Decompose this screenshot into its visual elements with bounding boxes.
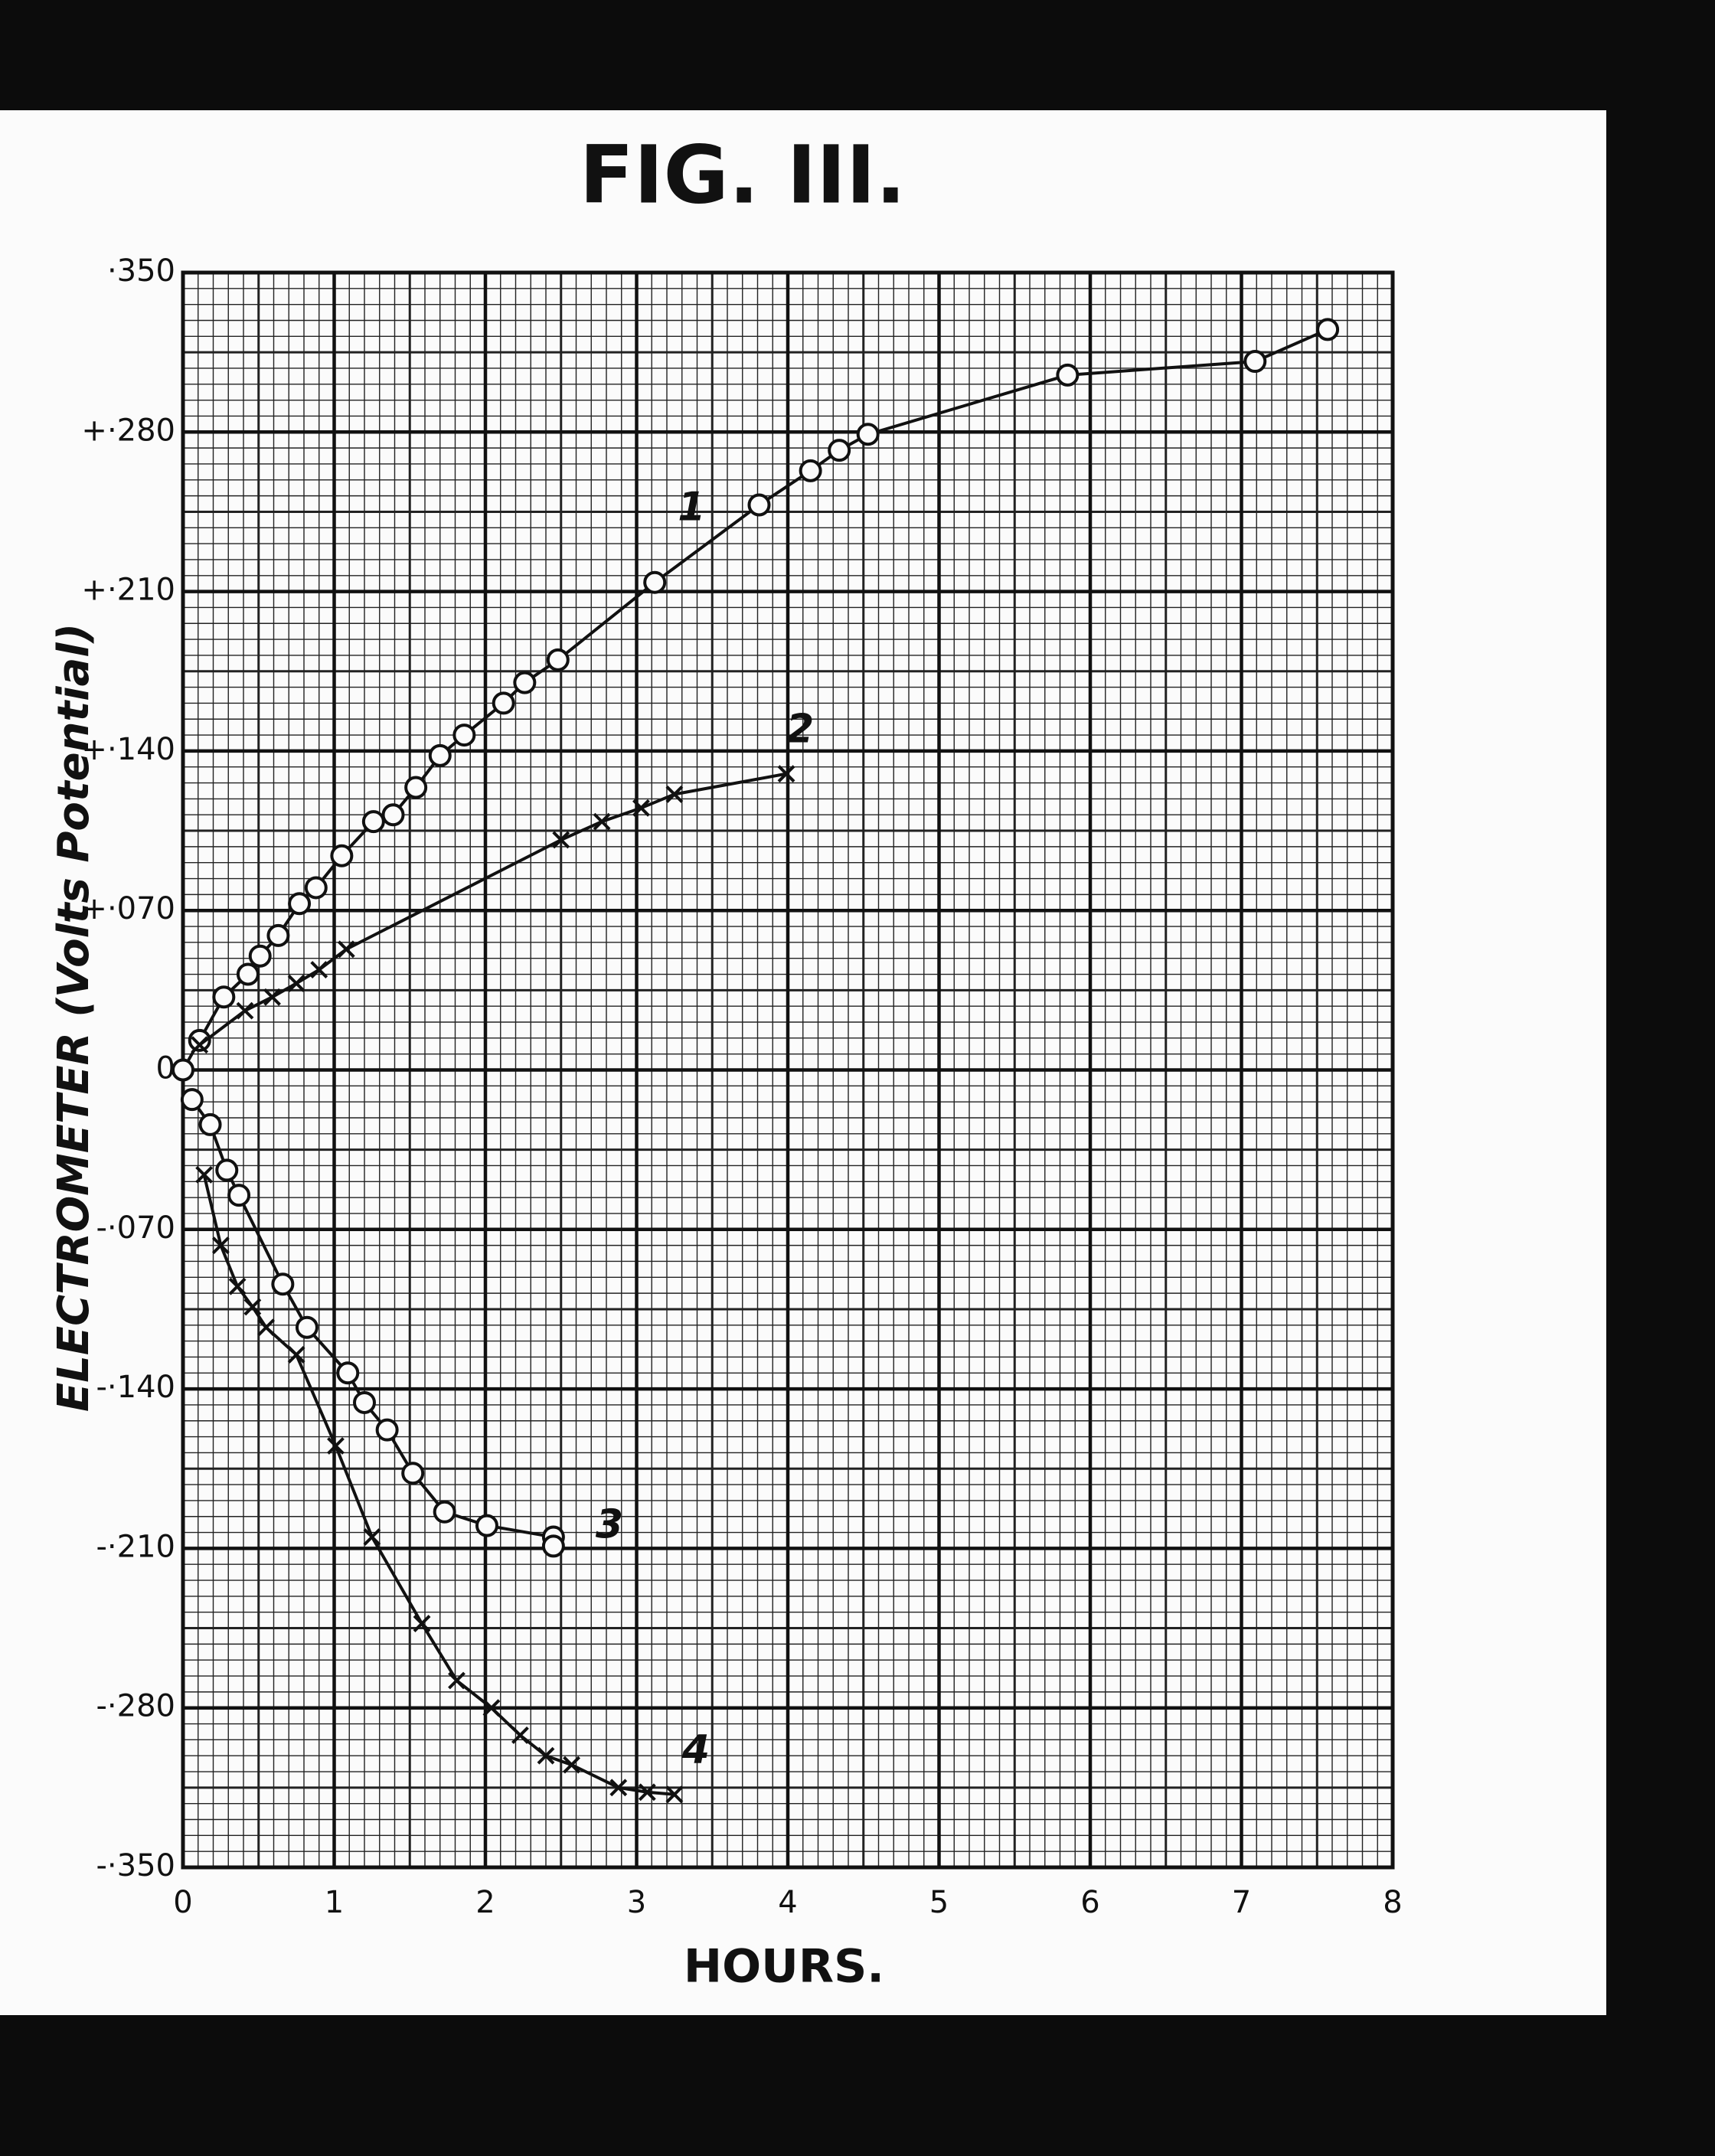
data-point <box>227 1184 251 1207</box>
y-tick-label: -·210 <box>96 1529 176 1564</box>
data-point <box>665 786 684 803</box>
data-point <box>638 1783 656 1802</box>
data-point <box>482 1699 501 1717</box>
data-point <box>381 803 405 827</box>
series-label: 3 <box>596 1501 623 1547</box>
x-tick-label: 0 <box>173 1885 192 1920</box>
data-point <box>236 1001 254 1020</box>
y-tick-label: +·140 <box>81 732 175 767</box>
data-point <box>747 493 771 517</box>
data-point <box>327 1437 345 1455</box>
data-point <box>191 1036 209 1054</box>
data-point <box>537 1746 555 1765</box>
y-axis-label: ELECTROMETER (Volts Potential) <box>49 623 99 1412</box>
data-point <box>172 1058 194 1082</box>
data-point <box>353 1390 376 1414</box>
data-point <box>336 1361 360 1385</box>
data-point <box>448 1671 466 1690</box>
data-point <box>643 570 667 594</box>
data-point <box>257 1318 276 1337</box>
data-point <box>552 831 570 849</box>
data-point <box>799 459 822 482</box>
data-point <box>330 844 354 867</box>
series-label: 1 <box>678 485 705 531</box>
y-tick-label: ·350 <box>107 253 175 289</box>
data-point <box>375 1418 399 1442</box>
y-tick-label: +·070 <box>81 891 175 926</box>
data-point <box>404 776 428 799</box>
x-tick-label: 3 <box>627 1885 646 1920</box>
data-point <box>413 1615 431 1633</box>
data-point <box>295 1315 318 1339</box>
data-point <box>310 961 328 978</box>
data-point <box>180 1088 204 1112</box>
data-point <box>511 1726 529 1744</box>
data-point <box>248 944 272 968</box>
data-point <box>215 1158 239 1182</box>
data-point <box>541 1534 565 1558</box>
data-point <box>236 962 260 986</box>
data-point <box>304 876 328 900</box>
data-point <box>665 1785 684 1804</box>
x-axis-label: HOURS. <box>684 1940 884 1994</box>
data-point <box>563 1756 580 1774</box>
data-point <box>228 1277 247 1295</box>
x-tick-label: 6 <box>1080 1885 1099 1920</box>
y-tick-label: -·140 <box>96 1370 176 1405</box>
data-point <box>828 439 851 462</box>
x-tick-label: 7 <box>1232 1885 1251 1920</box>
data-point <box>198 1112 222 1136</box>
data-point <box>401 1462 425 1485</box>
data-point <box>337 940 355 959</box>
data-point <box>271 1272 295 1296</box>
data-point <box>1316 318 1340 341</box>
chart-title: FIG. III. <box>580 128 906 221</box>
data-point <box>609 1779 628 1797</box>
data-point <box>288 892 312 916</box>
x-tick-label: 5 <box>929 1885 949 1920</box>
data-point <box>632 799 650 817</box>
data-point <box>266 923 290 947</box>
data-point <box>1056 363 1080 387</box>
y-tick-label: +·280 <box>81 413 175 448</box>
data-point <box>475 1514 498 1537</box>
y-tick-label: -·350 <box>96 1848 176 1883</box>
data-point <box>492 691 515 715</box>
data-point <box>546 648 570 671</box>
y-tick-label: +·210 <box>81 573 175 608</box>
data-point <box>195 1165 214 1184</box>
y-tick-label: -·070 <box>96 1210 176 1246</box>
data-point <box>212 985 236 1009</box>
data-point <box>243 1298 262 1316</box>
data-point <box>211 1236 230 1255</box>
series-label: 2 <box>786 707 814 753</box>
x-tick-label: 1 <box>325 1885 344 1920</box>
data-point <box>361 810 385 834</box>
data-point <box>593 812 611 831</box>
data-point <box>287 1346 305 1364</box>
y-tick-label: -·280 <box>96 1689 176 1724</box>
data-point <box>856 423 880 446</box>
data-point <box>363 1528 381 1546</box>
data-point <box>188 1028 211 1052</box>
data-point <box>263 988 281 1006</box>
data-point <box>1243 350 1267 374</box>
x-tick-label: 8 <box>1383 1885 1402 1920</box>
data-point <box>428 743 452 767</box>
x-tick-label: 2 <box>475 1885 495 1920</box>
x-tick-label: 4 <box>778 1885 797 1920</box>
data-point <box>452 724 476 747</box>
data-point <box>433 1500 456 1524</box>
data-point <box>513 671 537 694</box>
data-point <box>777 765 795 783</box>
series-label: 4 <box>681 1727 710 1773</box>
data-point <box>287 975 305 992</box>
